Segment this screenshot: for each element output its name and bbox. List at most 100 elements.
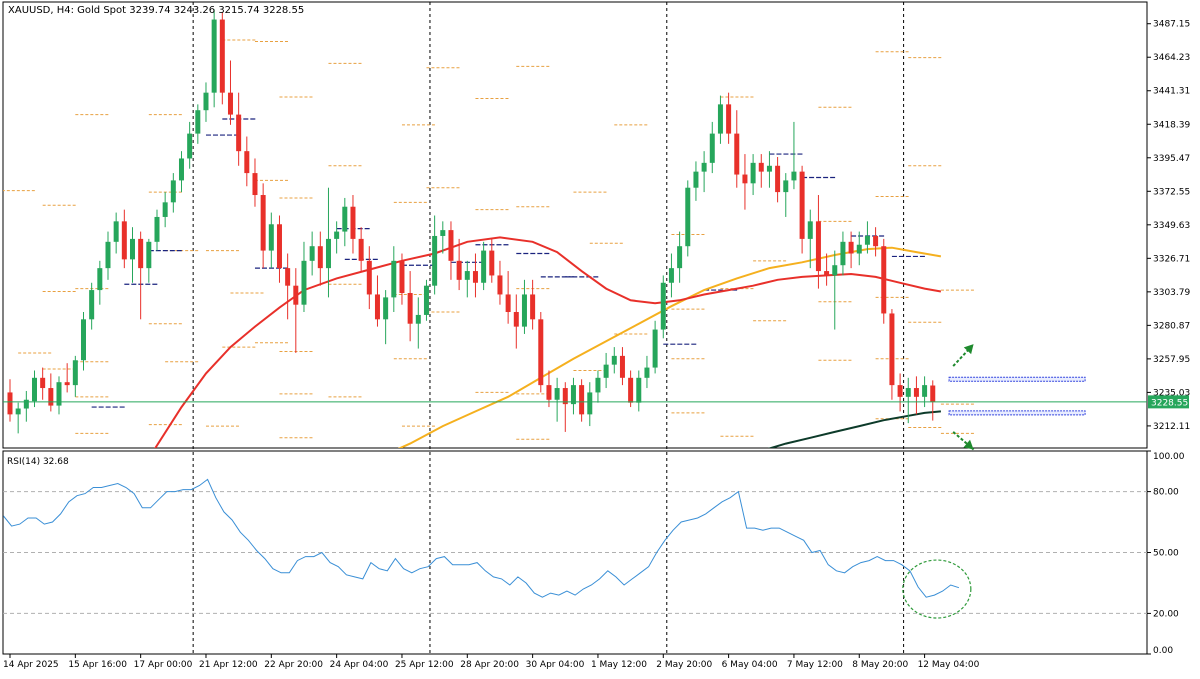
- candle-body: [930, 385, 936, 402]
- candle: [840, 231, 846, 276]
- candle: [219, 12, 225, 105]
- level-zone-box: [948, 376, 1086, 382]
- candle-body: [824, 271, 830, 276]
- candle-body: [546, 385, 552, 400]
- candle-body: [456, 260, 462, 280]
- candle-body: [317, 246, 323, 269]
- candle-body: [750, 162, 756, 184]
- candles[interactable]: [7, 9, 936, 434]
- candle: [652, 320, 658, 374]
- candle: [146, 238, 152, 283]
- time-tick-label: 8 May 20:00: [852, 660, 908, 670]
- candle: [611, 347, 617, 374]
- candle-body: [864, 235, 870, 245]
- candle-body: [162, 202, 168, 217]
- moving-averages: [154, 236, 942, 448]
- candle: [72, 355, 78, 397]
- candle: [505, 271, 511, 324]
- candle: [178, 151, 184, 193]
- candle: [268, 212, 274, 269]
- candle: [848, 231, 854, 269]
- price-tick-label: 3303.79: [1153, 288, 1190, 298]
- candle: [138, 231, 144, 320]
- annotations: [948, 343, 1086, 451]
- candle-body: [472, 271, 478, 283]
- candle-body: [783, 180, 789, 193]
- candle: [40, 367, 46, 400]
- candle-body: [432, 235, 438, 286]
- price-tick-label: 3280.87: [1153, 321, 1190, 331]
- candle: [129, 227, 135, 283]
- candle: [195, 104, 201, 144]
- candle: [464, 260, 470, 298]
- candle: [742, 154, 748, 210]
- candle-body: [766, 165, 772, 172]
- arrow-down-head-icon: [963, 439, 974, 450]
- candle-body: [799, 171, 805, 239]
- candle: [432, 215, 438, 295]
- candle: [881, 238, 887, 324]
- candle: [407, 271, 413, 342]
- candle: [717, 95, 723, 144]
- candle-body: [399, 260, 405, 293]
- level-zone-box: [948, 410, 1086, 416]
- candle-body: [848, 241, 854, 254]
- candle-body: [587, 392, 593, 415]
- candle-body: [595, 377, 601, 393]
- rsi-tick-label: 100.00: [1153, 452, 1185, 462]
- time-tick-label: 22 Apr 20:00: [264, 660, 323, 670]
- price-tick-label: 3235.03: [1153, 388, 1190, 398]
- rsi-highlight-circle: [902, 559, 972, 619]
- candle: [309, 231, 315, 276]
- candle-body: [513, 312, 519, 327]
- candle: [546, 370, 552, 408]
- time-tick-label: 1 May 12:00: [591, 660, 647, 670]
- candle-body: [562, 388, 568, 405]
- candle-body: [832, 265, 838, 276]
- candle: [799, 165, 805, 254]
- candle-body: [374, 294, 380, 320]
- candle: [619, 347, 625, 386]
- candle-body: [726, 104, 732, 134]
- candle-body: [154, 216, 160, 242]
- candle-body: [334, 231, 340, 239]
- candle: [807, 209, 813, 269]
- candle-body: [758, 162, 764, 172]
- ma-red-line: [154, 236, 942, 448]
- candle: [766, 151, 772, 188]
- rsi-tick-label: 50.00: [1153, 549, 1179, 559]
- candle: [374, 275, 380, 327]
- time-tick-label: 17 Apr 00:00: [134, 660, 193, 670]
- candle-body: [268, 224, 274, 251]
- pivot-levels: [3, 39, 975, 440]
- candle-body: [23, 399, 29, 409]
- candle: [31, 370, 37, 408]
- candle: [334, 221, 340, 254]
- candle-body: [775, 165, 781, 193]
- candle-body: [619, 355, 625, 378]
- candle-body: [113, 221, 119, 242]
- candle: [23, 390, 29, 422]
- candle-body: [554, 388, 560, 400]
- candle: [497, 260, 503, 305]
- time-tick-label: 2 May 20:00: [656, 660, 712, 670]
- price-tick-label: 3487.15: [1153, 20, 1190, 30]
- candle-body: [301, 260, 307, 305]
- candle: [15, 402, 21, 434]
- price-tick-label: 3257.95: [1153, 355, 1190, 365]
- candle: [113, 212, 119, 254]
- candle-body: [285, 268, 291, 286]
- candle-body: [701, 162, 707, 172]
- candle-body: [276, 224, 282, 269]
- candle: [930, 380, 936, 421]
- candle: [56, 376, 62, 415]
- candle: [285, 253, 291, 320]
- time-tick-label: 7 May 12:00: [787, 660, 843, 670]
- candle-body: [89, 290, 95, 320]
- candle-body: [905, 388, 911, 397]
- candle: [276, 215, 282, 283]
- candle: [440, 221, 446, 254]
- candle-body: [628, 377, 634, 403]
- candle-body: [56, 382, 62, 406]
- candle: [685, 180, 691, 257]
